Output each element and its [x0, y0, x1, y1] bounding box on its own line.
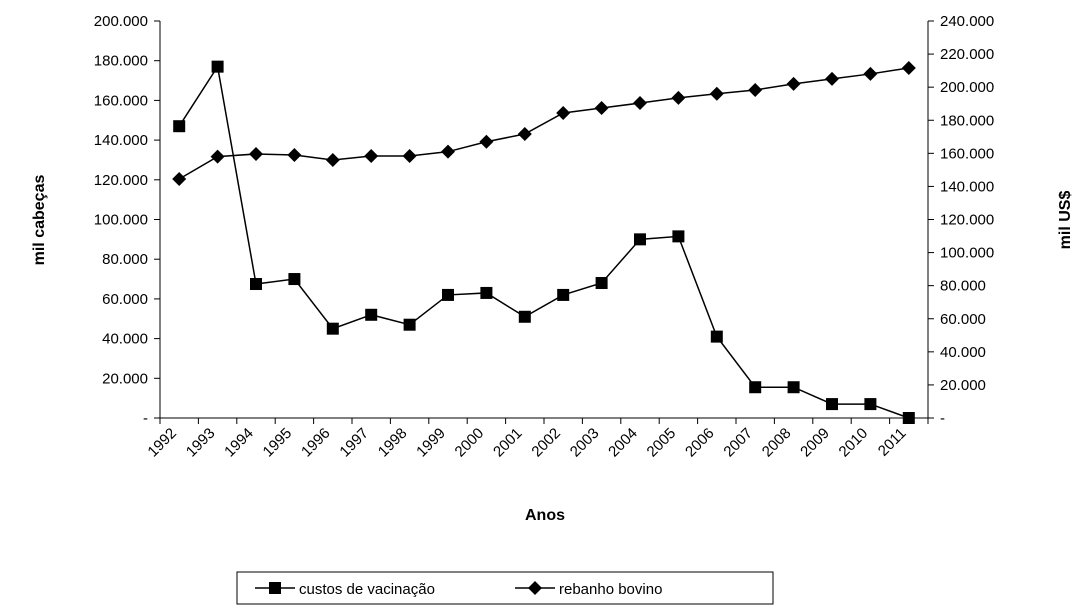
point: [480, 286, 493, 299]
series-line: [178, 64, 910, 419]
point: [287, 147, 302, 162]
point: [403, 318, 416, 331]
point: [517, 126, 532, 141]
point: [326, 322, 339, 335]
y-tick-label: 40.000: [102, 331, 148, 348]
x-tick-label: 2010: [836, 425, 872, 461]
point: [787, 381, 800, 394]
y2-axis-title: mil US$: [1057, 191, 1074, 250]
y-tick-label: 140.000: [94, 132, 148, 149]
point: [479, 134, 494, 149]
point: [595, 277, 608, 290]
y-tick-label: 160.000: [94, 92, 148, 109]
y-tick-label: 120.000: [94, 172, 148, 189]
legend-label: custos de vacinação: [299, 581, 435, 598]
point: [671, 90, 686, 105]
y-tick-label: 100.000: [94, 212, 148, 229]
x-tick-label: 2008: [759, 425, 795, 461]
y2-tick-label: 40.000: [940, 344, 986, 361]
point: [365, 308, 378, 321]
y-tick-label: 80.000: [102, 251, 148, 268]
x-tick-label: 2002: [528, 425, 564, 461]
point: [710, 330, 723, 343]
y2-tick-label: -: [940, 410, 945, 427]
series-line: [178, 67, 909, 180]
x-tick-label: 1997: [336, 425, 372, 461]
point: [825, 71, 839, 86]
y2-tick-label: 180.000: [940, 112, 994, 129]
x-tick-label: 2007: [720, 425, 756, 461]
point: [556, 105, 571, 120]
y2-tick-label: 60.000: [940, 311, 986, 328]
point: [633, 96, 647, 111]
x-axis-title: Anos: [525, 507, 565, 524]
x-tick-label: 1993: [183, 425, 219, 461]
y2-tick-label: 240.000: [940, 13, 994, 30]
point: [211, 60, 224, 73]
x-tick-label: 1998: [375, 425, 411, 461]
y-tick-label: 20.000: [102, 370, 148, 387]
x-tick-label: 2005: [644, 425, 680, 461]
x-tick-label: 2006: [682, 425, 718, 461]
x-tick-label: 1996: [298, 425, 334, 461]
point: [288, 273, 301, 286]
point: [786, 76, 801, 91]
x-tick-label: 1992: [144, 425, 180, 461]
legend-label: rebanho bovino: [559, 581, 662, 598]
x-tick-label: 2009: [797, 425, 833, 461]
point: [557, 288, 570, 301]
point: [864, 398, 877, 411]
y2-tick-label: 200.000: [940, 79, 994, 96]
x-tick-label: 2011: [875, 425, 910, 460]
point: [441, 144, 455, 159]
y-tick-label: -: [143, 410, 148, 427]
y-tick-label: 60.000: [102, 291, 148, 308]
y2-tick-label: 100.000: [940, 245, 994, 262]
point: [442, 288, 454, 301]
x-tick-label: 2003: [567, 425, 603, 461]
y2-tick-label: 140.000: [940, 178, 994, 195]
y2-tick-label: 220.000: [940, 46, 994, 63]
y2-tick-label: 160.000: [940, 145, 994, 162]
point: [402, 148, 417, 163]
point: [250, 278, 262, 291]
legend-marker: [528, 581, 542, 595]
point: [210, 149, 225, 164]
x-tick-label: 1994: [221, 425, 257, 461]
point: [364, 148, 379, 163]
y2-tick-label: 120.000: [940, 212, 994, 229]
point: [594, 101, 609, 116]
point: [672, 230, 685, 243]
point: [901, 60, 916, 75]
point: [634, 233, 646, 246]
y2-tick-label: 20.000: [940, 377, 986, 394]
y2-tick-label: 80.000: [940, 278, 986, 295]
point: [249, 146, 263, 161]
y-tick-label: 200.000: [94, 13, 148, 30]
point: [709, 86, 724, 101]
legend-box: [236, 571, 774, 605]
point: [748, 82, 763, 97]
x-tick-label: 2000: [452, 425, 488, 461]
x-tick-label: 2004: [605, 425, 641, 461]
point: [826, 398, 838, 411]
point: [325, 152, 340, 167]
x-tick-label: 1999: [413, 425, 449, 461]
y-axis-title: mil cabeças: [31, 175, 48, 266]
point: [173, 120, 186, 133]
x-tick-label: 1995: [260, 425, 296, 461]
point: [749, 381, 762, 394]
x-tick-label: 2001: [490, 425, 526, 461]
point: [172, 171, 187, 186]
point: [863, 66, 878, 81]
legend-marker: [269, 582, 281, 594]
point: [518, 310, 531, 323]
point: [902, 412, 915, 424]
y-tick-label: 180.000: [94, 53, 148, 70]
